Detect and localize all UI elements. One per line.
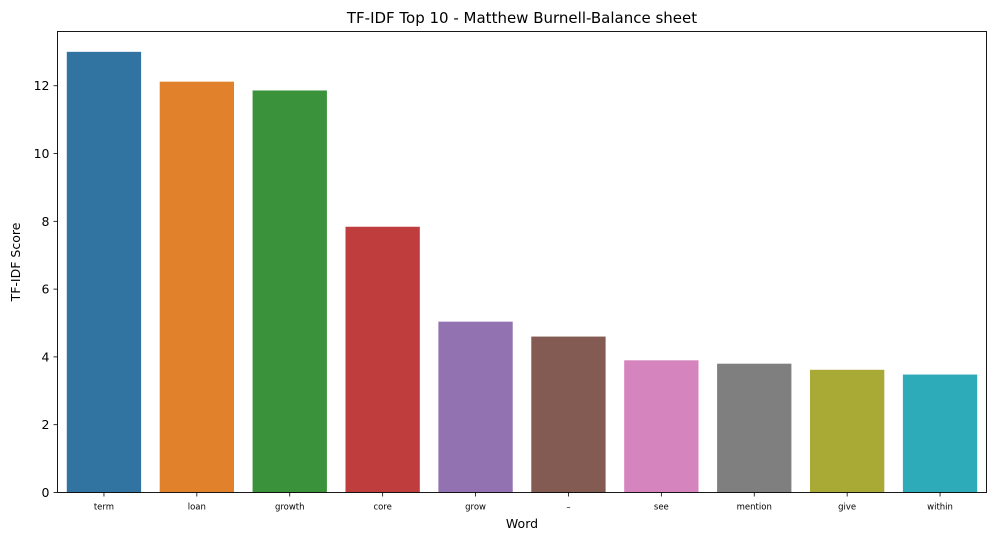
x-tick-label: –: [566, 503, 570, 513]
bar-6: [531, 336, 606, 493]
plot-frame: [57, 31, 987, 493]
x-tick-label: grow: [465, 503, 486, 513]
y-tick-label: 6: [42, 282, 50, 297]
bar-3: [252, 90, 327, 493]
x-axis-label: Word: [506, 516, 538, 531]
y-tick-label: 8: [42, 214, 50, 229]
y-axis-label: TF-IDF Score: [8, 222, 23, 302]
x-tick-label: growth: [275, 503, 305, 513]
bar-5: [438, 321, 513, 493]
bar-9: [809, 369, 885, 493]
y-tick-label: 12: [34, 78, 50, 93]
x-tick-label: term: [94, 503, 114, 513]
x-tick-label: give: [838, 503, 856, 513]
bar-2: [159, 81, 235, 493]
bar-10: [902, 374, 978, 493]
bar-7: [624, 360, 699, 493]
bar-4: [345, 226, 420, 493]
y-tick-label: 10: [34, 146, 50, 161]
y-axis-ticks: 0 2 4 6 8 10 12: [34, 78, 58, 500]
bars-group: [66, 51, 978, 493]
y-tick-label: 0: [42, 485, 50, 500]
x-tick-label: mention: [737, 503, 772, 513]
chart-title: TF-IDF Top 10 - Matthew Burnell-Balance …: [346, 9, 697, 27]
y-tick-label: 2: [42, 417, 50, 432]
x-tick-label: core: [373, 503, 391, 513]
x-tick-label: see: [654, 503, 669, 513]
x-tick-label: within: [927, 503, 953, 513]
x-axis-ticks: term loan growth core grow – see mention give wit…: [94, 492, 953, 513]
bar-1: [66, 51, 142, 493]
bar-8: [717, 363, 792, 493]
y-tick-label: 4: [42, 349, 50, 364]
x-tick-label: loan: [188, 503, 206, 513]
